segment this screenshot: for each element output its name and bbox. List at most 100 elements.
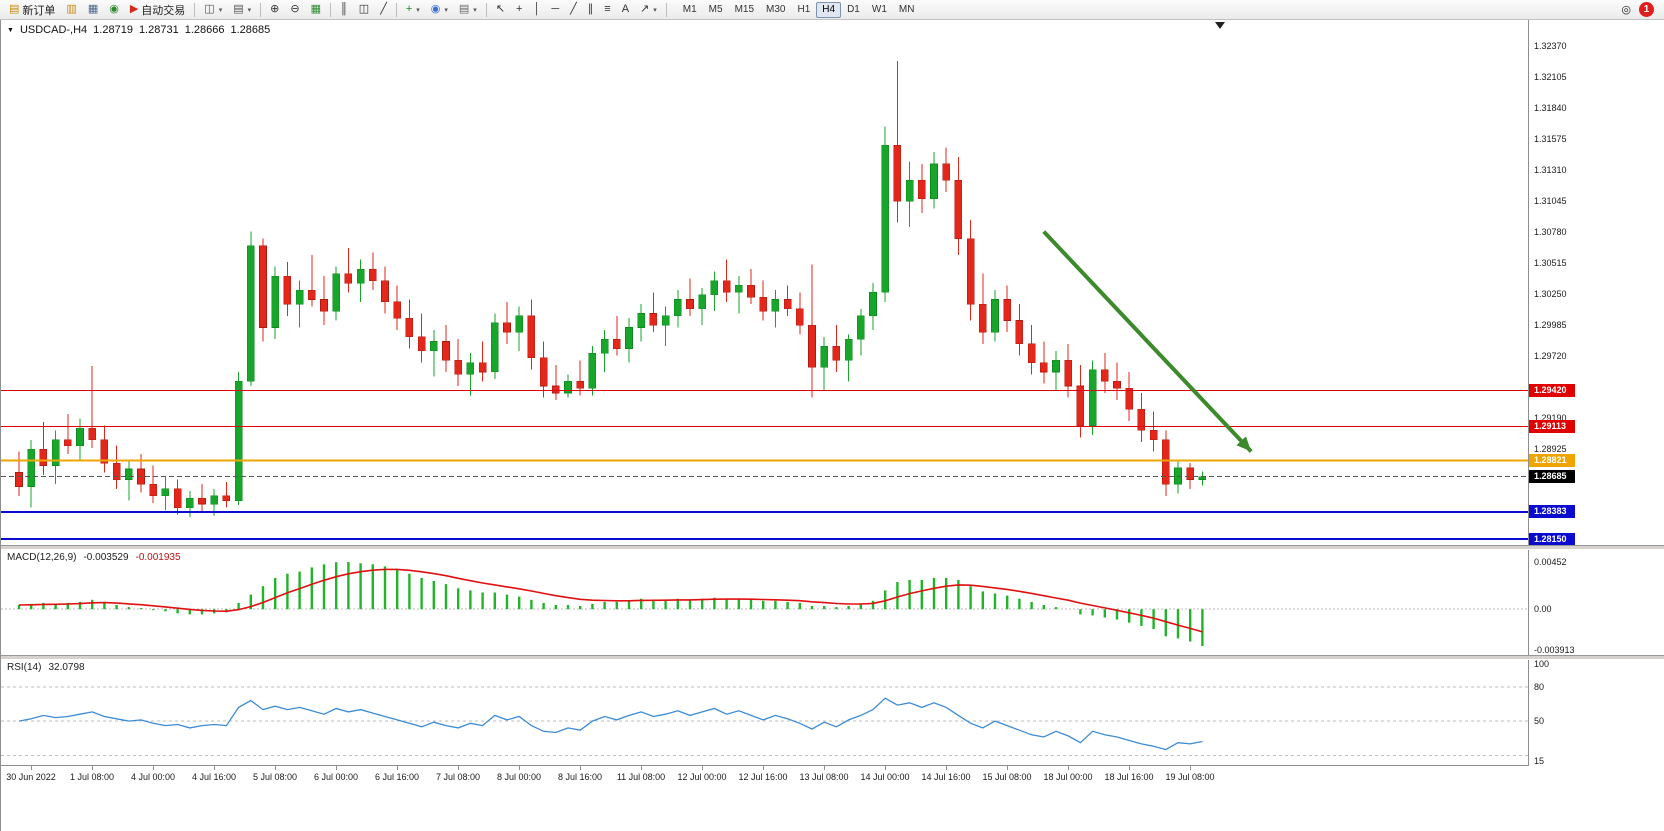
bear-candle[interactable] [612, 338, 621, 349]
bear-candle[interactable] [1113, 380, 1121, 389]
candlestick-chart[interactable] [1, 20, 1529, 545]
timeframe-h4[interactable]: H4 [816, 1, 842, 18]
bull-candle[interactable] [673, 299, 682, 317]
bear-candle[interactable] [149, 483, 157, 497]
bull-candle[interactable] [1052, 359, 1060, 373]
bear-candle[interactable] [173, 488, 182, 508]
bull-candle[interactable] [820, 345, 829, 368]
bull-candle[interactable] [930, 163, 938, 200]
bull-candle[interactable] [466, 362, 475, 375]
bull-candle[interactable] [515, 315, 524, 333]
bull-candle[interactable] [856, 315, 865, 340]
bear-candle[interactable] [722, 280, 731, 293]
bear-candle[interactable] [1076, 385, 1085, 427]
bear-candle[interactable] [393, 301, 402, 319]
bear-candle[interactable] [759, 296, 768, 312]
bull-candle[interactable] [210, 495, 218, 505]
bull-candle[interactable] [186, 497, 194, 508]
bull-candle[interactable] [51, 439, 60, 466]
bull-candle[interactable] [1174, 467, 1182, 485]
bear-candle[interactable] [1064, 359, 1072, 387]
bear-candle[interactable] [222, 495, 231, 501]
panel-divider[interactable] [1, 545, 1664, 550]
horizontal-line-icon[interactable]: ─ [546, 1, 564, 19]
bear-candle[interactable] [417, 336, 426, 352]
market-watch-icon[interactable]: ▥ [61, 1, 81, 19]
bear-candle[interactable] [100, 439, 109, 464]
bull-candle[interactable] [905, 179, 914, 202]
bear-candle[interactable] [942, 163, 951, 181]
bear-candle[interactable] [368, 268, 377, 282]
bear-candle[interactable] [539, 357, 548, 387]
periods-icon[interactable]: ◉ ▾ [426, 1, 453, 19]
price-axis[interactable]: 1.32370 1.32105 1.31840 1.31575 1.31310 1.310… [1528, 20, 1664, 766]
bull-candle[interactable] [234, 380, 243, 501]
bear-candle[interactable] [1162, 439, 1170, 485]
bear-candle[interactable] [307, 289, 316, 300]
timeframe-m1[interactable]: M1 [682, 3, 697, 15]
trend-arrow[interactable] [1042, 230, 1253, 453]
macd-panel[interactable]: MACD(12,26,9) -0.003529 -0.001935 [1, 550, 1529, 655]
main-chart-panel[interactable]: ▼ USDCAD-,H4 1.28719 1.28731 1.28666 1.2… [1, 20, 1529, 545]
bull-candle[interactable] [564, 380, 572, 394]
bear-candle[interactable] [1027, 343, 1036, 363]
bear-candle[interactable] [320, 299, 328, 312]
bear-candle[interactable] [344, 273, 353, 284]
bear-candle[interactable] [63, 439, 72, 446]
bear-candle[interactable] [1101, 369, 1109, 382]
trendline-icon[interactable]: ╱ [565, 1, 582, 19]
new-order-button[interactable]: ▤ 新订单 [4, 1, 60, 19]
arrows-icon[interactable]: ↗ ▾ [635, 1, 662, 19]
bull-candle[interactable] [734, 285, 743, 293]
zoom-in-icon[interactable]: ⊕ [265, 1, 284, 19]
bear-candle[interactable] [198, 497, 206, 505]
tile-windows-icon[interactable]: ▦ [306, 1, 326, 19]
indicators-icon[interactable]: + ▾ [401, 1, 425, 19]
bear-candle[interactable] [978, 303, 987, 333]
equidistant-channel-icon[interactable]: ∥ [583, 1, 599, 19]
bull-candle[interactable] [600, 338, 609, 354]
bear-candle[interactable] [893, 144, 902, 202]
bear-candle[interactable] [649, 313, 658, 326]
bull-candle[interactable] [710, 280, 719, 296]
bear-candle[interactable] [112, 462, 121, 480]
bull-candle[interactable] [490, 322, 499, 373]
templates-icon[interactable]: ▤ ▾ [454, 1, 482, 19]
fibonacci-icon[interactable]: ≡ [599, 1, 615, 19]
bull-candle[interactable] [698, 294, 707, 310]
bear-candle[interactable] [39, 448, 48, 466]
bear-candle[interactable] [88, 427, 96, 441]
timeframe-h1[interactable]: H1 [797, 3, 811, 15]
bear-candle[interactable] [686, 299, 694, 310]
bull-candle[interactable] [588, 352, 597, 389]
bear-candle[interactable] [1040, 362, 1048, 373]
zoom-out-icon[interactable]: ⊖ [285, 1, 304, 19]
navigator-icon[interactable]: ◉ [104, 1, 124, 19]
time-axis[interactable]: 30 Jun 2022 1 Jul 08:00 4 Jul 00:00 4 Jul 1… [1, 765, 1529, 785]
bear-candle[interactable] [576, 380, 585, 389]
bear-candle[interactable] [808, 324, 816, 368]
profiles-icon[interactable]: ▤ ▾ [228, 1, 256, 19]
chart-shift-marker[interactable] [1215, 22, 1225, 29]
bull-candle[interactable] [1088, 369, 1097, 427]
bear-candle[interactable] [551, 385, 560, 394]
line-chart-icon[interactable]: ╱ [375, 1, 392, 19]
bear-candle[interactable] [1003, 299, 1012, 321]
bull-candle[interactable] [332, 273, 341, 312]
text-icon[interactable]: A [617, 1, 634, 19]
vertical-line-icon[interactable]: │ [528, 1, 545, 19]
bull-candle[interactable] [771, 299, 780, 312]
bear-candle[interactable] [15, 472, 23, 487]
bear-candle[interactable] [381, 280, 389, 303]
bull-candle[interactable] [429, 341, 438, 352]
timeframe-m30[interactable]: M30 [766, 3, 786, 15]
crosshair-icon[interactable]: + [511, 1, 527, 19]
auto-trading-button[interactable]: ▶ 自动交易 [125, 1, 190, 19]
candlestick-chart-icon[interactable]: ◫ [354, 1, 374, 19]
panel-divider[interactable] [1, 655, 1664, 660]
bull-candle[interactable] [271, 275, 280, 328]
bear-candle[interactable] [1125, 387, 1133, 410]
timeframe-m5[interactable]: M5 [708, 3, 723, 15]
bear-candle[interactable] [442, 341, 450, 361]
bull-candle[interactable] [247, 245, 255, 382]
